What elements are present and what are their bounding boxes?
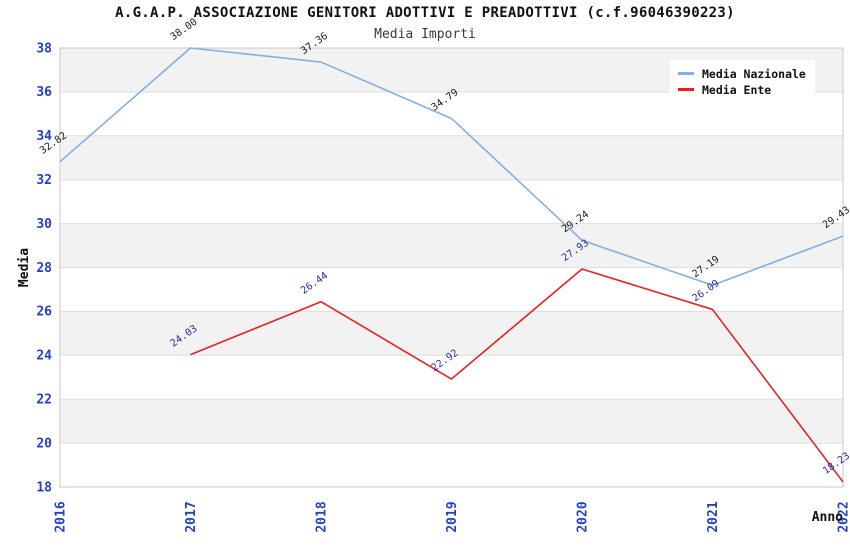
gridlines xyxy=(59,47,844,488)
grid-band xyxy=(60,135,843,180)
grid-band xyxy=(60,399,843,444)
plot-border xyxy=(59,47,844,488)
y-axis-title: Media xyxy=(17,248,32,287)
y-axis-tick-labels: 18 20 22 24 26 28 30 32 34 36 38 xyxy=(36,41,52,495)
x-tick-label: 2021 xyxy=(706,501,721,532)
x-tick-label: 2018 xyxy=(314,501,329,532)
y-tick-label: 32 xyxy=(36,173,52,188)
legend-item-media-nazionale: Media Nazionale xyxy=(678,66,807,81)
y-tick-label: 34 xyxy=(36,129,52,144)
background-bands xyxy=(60,48,843,444)
y-tick-label: 36 xyxy=(36,85,52,100)
y-tick-label: 38 xyxy=(36,41,52,56)
x-tick-label: 2016 xyxy=(53,501,68,532)
y-tick-label: 18 xyxy=(36,480,52,495)
data-point-label: 26.09 xyxy=(691,278,722,304)
x-tick-label: 2019 xyxy=(445,501,460,532)
series-line-media-nazionale xyxy=(59,47,844,287)
y-tick-label: 26 xyxy=(36,305,52,320)
data-point-label: 26.44 xyxy=(299,270,330,296)
x-tick-label: 2022 xyxy=(836,501,850,532)
x-tick-label: 2017 xyxy=(184,501,199,532)
x-axis-title: Anno xyxy=(812,510,843,525)
grid-band xyxy=(60,223,843,268)
y-tick-label: 24 xyxy=(36,349,52,364)
legend-label-media-nazionale: Media Nazionale xyxy=(702,66,806,81)
series-line-media-ente xyxy=(190,268,844,483)
legend-label-media-ente: Media Ente xyxy=(702,82,772,97)
series-lines xyxy=(59,47,844,483)
y-tick-label: 22 xyxy=(36,392,52,407)
chart-title: A.G.A.P. ASSOCIAZIONE GENITORI ADOTTIVI … xyxy=(115,5,735,21)
y-tick-label: 28 xyxy=(36,261,52,276)
chart-subtitle: Media Importi xyxy=(374,27,476,42)
y-tick-label: 30 xyxy=(36,217,52,232)
legend-swatch-media-ente xyxy=(678,88,694,91)
x-tick-label: 2020 xyxy=(575,501,590,532)
legend-item-media-ente: Media Ente xyxy=(678,82,807,97)
x-axis-tick-labels: 2016 2017 2018 2019 2020 2021 2022 xyxy=(53,501,850,532)
grid-band xyxy=(60,311,843,356)
data-point-label: 38.00 xyxy=(169,17,200,43)
y-tick-label: 20 xyxy=(36,436,52,451)
legend: Media Nazionale Media Ente xyxy=(670,60,815,103)
legend-swatch-media-nazionale xyxy=(678,72,694,75)
